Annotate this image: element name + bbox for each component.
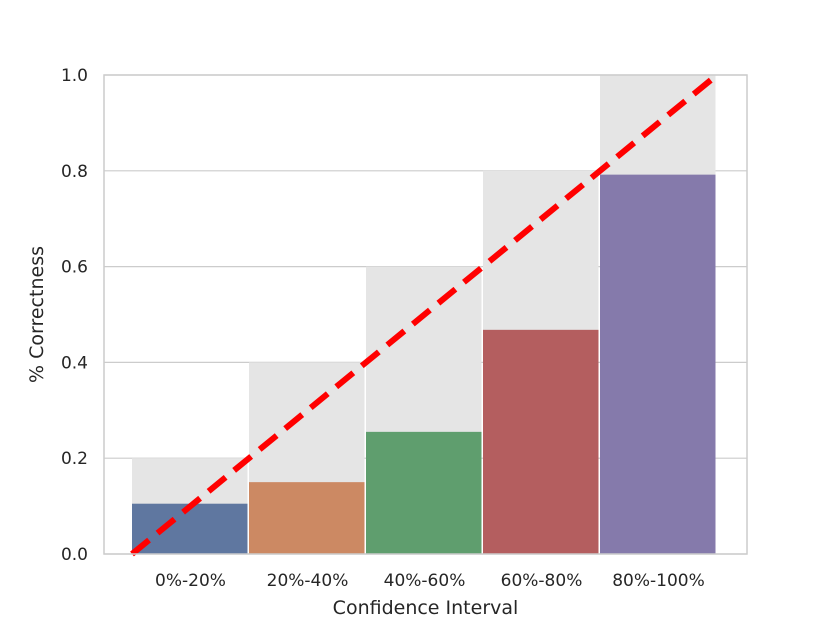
- x-tick-label: 0%-20%: [155, 571, 226, 591]
- x-tick-label: 20%-40%: [267, 571, 349, 591]
- y-axis-label: % Correctness: [26, 246, 48, 383]
- accuracy-bar: [132, 503, 248, 554]
- y-tick-label: 0.0: [61, 545, 88, 565]
- x-tick-label: 60%-80%: [501, 571, 583, 591]
- x-axis-label: Confidence Interval: [333, 597, 519, 619]
- accuracy-bar: [483, 329, 599, 554]
- accuracy-bar: [366, 431, 482, 554]
- diagonal-line: [130, 72, 719, 557]
- accuracy-bar: [249, 482, 365, 554]
- y-tick-label: 0.4: [61, 353, 88, 373]
- x-tick-label: 80%-100%: [612, 571, 705, 591]
- y-tick-label: 0.8: [61, 162, 88, 182]
- x-tick-labels: 0%-20% 20%-40% 40%-60% 60%-80% 80%-100%: [155, 571, 705, 591]
- perfect-calibration-line: [130, 72, 719, 557]
- plot-frame: [103, 74, 748, 555]
- x-tick-label: 40%-60%: [384, 571, 466, 591]
- accuracy-bar: [600, 174, 716, 554]
- y-tick-labels: 0.0 0.2 0.4 0.6 0.8 1.0: [61, 66, 88, 565]
- y-tick-label: 0.2: [61, 449, 88, 469]
- accuracy-bars: [132, 174, 716, 554]
- y-tick-label: 0.6: [61, 258, 88, 278]
- y-tick-label: 1.0: [61, 66, 88, 86]
